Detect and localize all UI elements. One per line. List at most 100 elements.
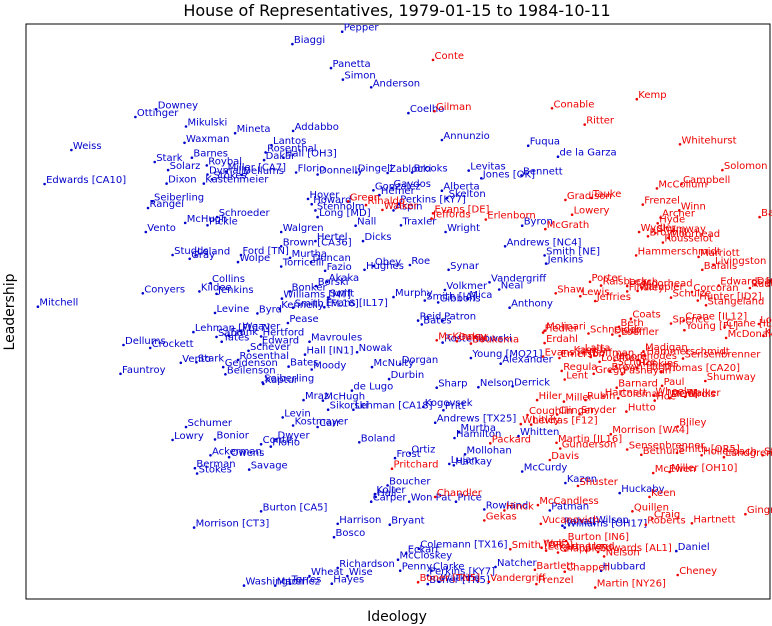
point-label: Spence [673, 315, 710, 326]
point-marker [288, 582, 292, 585]
point-label: Hyde [659, 214, 685, 225]
point-marker [183, 221, 187, 225]
point-marker [354, 224, 357, 227]
point-label: Kostmayer [295, 417, 349, 428]
point-label: Coelho [410, 104, 445, 115]
point-marker [544, 227, 547, 231]
point-label: Hall [IN1] [307, 346, 354, 357]
point-marker [544, 262, 548, 265]
point-marker [215, 215, 219, 219]
point-marker [398, 569, 402, 572]
point-marker [184, 425, 188, 429]
point-marker [655, 187, 659, 190]
point-marker [562, 400, 566, 403]
point-marker [669, 296, 673, 299]
point-label: Perkins [KY7] [429, 567, 495, 578]
point-label: Florio [272, 438, 300, 449]
point-marker [352, 408, 355, 412]
point-label: Jenkins [217, 285, 254, 296]
point-marker [122, 343, 125, 347]
point-marker [287, 365, 290, 368]
point-label: Kaptur [265, 375, 299, 386]
point-label: Pease [289, 314, 318, 325]
point-label: Kennelly [281, 300, 324, 311]
point-label: Richardson [339, 559, 395, 570]
point-label: Hollerbach [703, 446, 757, 457]
point-label: Weaver [243, 322, 282, 333]
point-label: Hubbard [603, 562, 646, 573]
point-marker [306, 197, 310, 201]
point-marker [667, 236, 671, 240]
point-label: Levine [217, 304, 250, 315]
point-marker [659, 216, 662, 219]
point-label: Hiler [539, 391, 563, 402]
point-label: Addabbo [295, 122, 339, 133]
point-marker [372, 189, 375, 192]
point-label: Boucher [389, 476, 431, 487]
point-label: Mollohan [467, 445, 512, 456]
point-marker [536, 503, 540, 507]
point-marker [291, 306, 295, 310]
point-marker [407, 500, 411, 504]
point-marker [256, 312, 259, 315]
point-label: Eckart [548, 542, 580, 553]
point-marker [564, 198, 567, 202]
point-label: Latta [585, 343, 611, 354]
point-label: Kemp [638, 90, 666, 101]
point-marker [592, 372, 595, 376]
point-marker [587, 332, 590, 335]
point-label: de Lugo [353, 382, 393, 393]
point-marker [209, 281, 212, 285]
point-label: Dicks [365, 232, 392, 243]
point-label: Craig [654, 510, 680, 521]
point-label: Carper [373, 493, 408, 504]
point-label: Gingrich [747, 505, 772, 516]
point-marker [483, 519, 486, 522]
point-label: Traxler [402, 216, 438, 227]
point-marker [330, 582, 334, 585]
point-marker [444, 230, 447, 234]
point-label: Nall [357, 217, 376, 228]
point-marker [430, 217, 433, 220]
point-label: Jenkins [547, 255, 584, 266]
point-label: Schneider [590, 325, 641, 336]
point-marker [165, 182, 168, 185]
point-label: Carr [319, 418, 341, 429]
point-marker [269, 445, 273, 448]
point-marker [744, 512, 747, 516]
point-marker [215, 292, 218, 296]
point-label: Pritt [445, 401, 466, 412]
point-label: Shumway [707, 372, 756, 383]
point-label: Burton [CA5] [263, 502, 328, 513]
point-label: Perkins [KY7] [400, 195, 466, 206]
point-label: Quillen [634, 502, 669, 513]
point-marker [153, 160, 156, 164]
point-label: Morrison [WA4] [612, 425, 689, 436]
point-label: Vento [147, 223, 176, 234]
point-marker [583, 123, 586, 126]
point-label: Andrews [NC4] [507, 237, 582, 248]
point-marker [341, 78, 345, 81]
point-label: Hall [377, 488, 396, 499]
point-label: Dwyer [278, 430, 311, 441]
point-label: Frenzel [644, 196, 680, 207]
point-label: Coats [632, 310, 660, 321]
point-marker [477, 385, 480, 389]
point-marker [192, 526, 196, 529]
point-marker [370, 365, 374, 369]
point-marker [467, 169, 471, 172]
point-label: Eckart [408, 545, 440, 556]
point-marker [408, 452, 412, 455]
point-marker [270, 143, 273, 147]
point-label: Hunter [ID2] [699, 292, 761, 303]
point-marker [372, 264, 375, 268]
point-label: Green [350, 192, 380, 203]
plot-frame [25, 23, 771, 600]
point-label: Hayes [333, 575, 364, 586]
point-marker [548, 509, 552, 512]
point-label: Rosenthal [267, 143, 316, 154]
point-marker [410, 171, 414, 174]
point-marker [540, 546, 543, 549]
point-marker [579, 294, 582, 298]
point-label: Jones [OK] [482, 169, 535, 180]
